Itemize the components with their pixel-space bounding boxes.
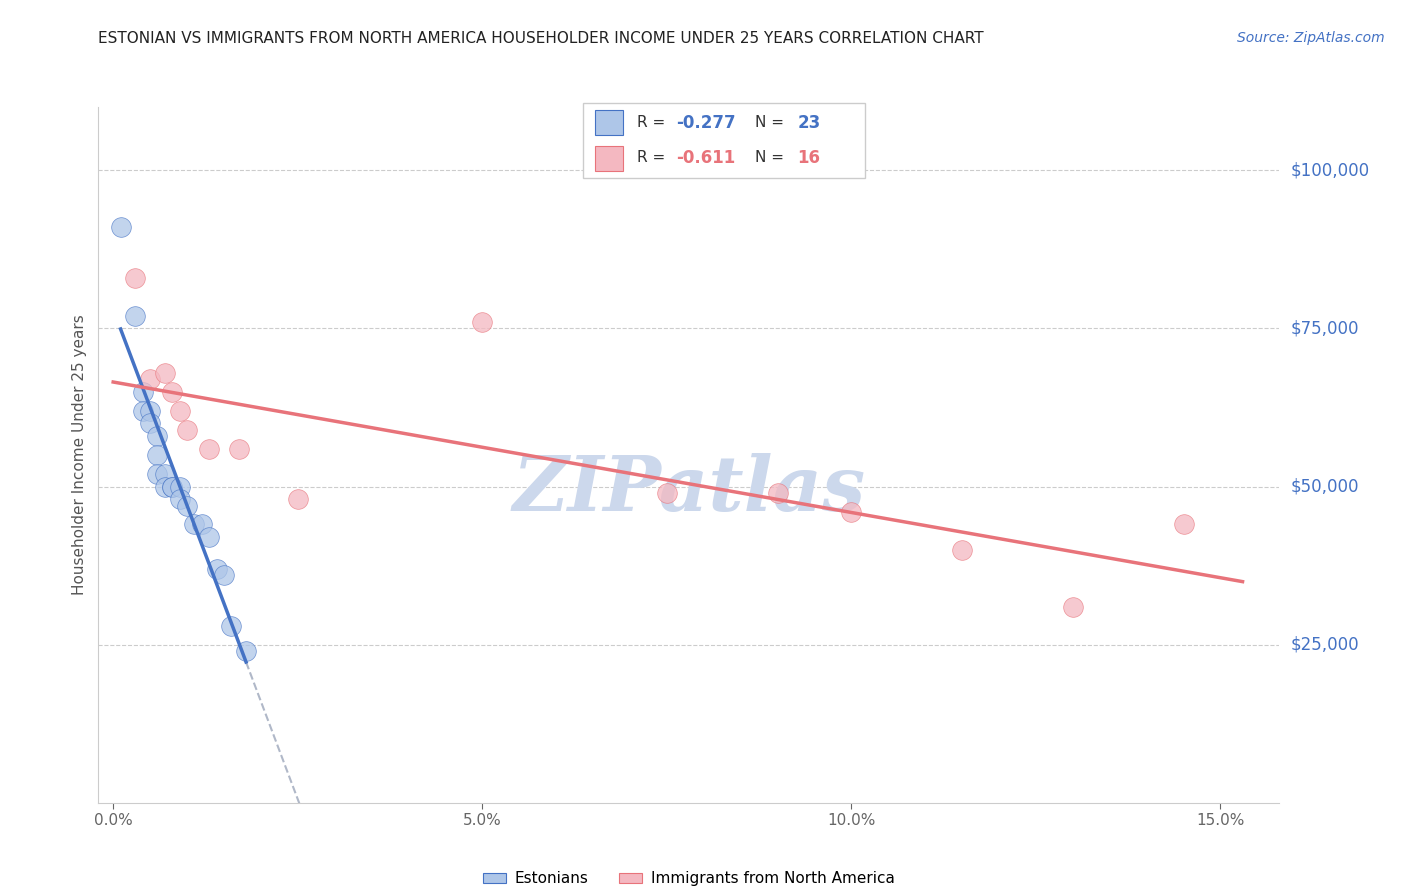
Point bbox=[139, 403, 162, 417]
Point bbox=[950, 542, 973, 557]
Point bbox=[176, 499, 198, 513]
Point bbox=[228, 442, 250, 456]
Point bbox=[153, 467, 176, 481]
Text: R =: R = bbox=[637, 115, 671, 130]
Y-axis label: Householder Income Under 25 years: Householder Income Under 25 years bbox=[72, 315, 87, 595]
Point bbox=[153, 366, 176, 380]
Text: -0.277: -0.277 bbox=[676, 113, 735, 132]
Text: $50,000: $50,000 bbox=[1291, 477, 1360, 496]
Point bbox=[1062, 599, 1084, 614]
Text: N =: N = bbox=[755, 115, 789, 130]
Text: N =: N = bbox=[755, 150, 789, 165]
Point bbox=[219, 618, 242, 632]
Text: Source: ZipAtlas.com: Source: ZipAtlas.com bbox=[1237, 31, 1385, 45]
Point bbox=[169, 492, 191, 507]
Point bbox=[146, 467, 169, 481]
Point bbox=[766, 486, 789, 500]
Point bbox=[110, 220, 132, 235]
Point bbox=[169, 479, 191, 493]
Text: 23: 23 bbox=[797, 113, 821, 132]
Point bbox=[655, 486, 678, 500]
Point bbox=[132, 403, 155, 417]
Point bbox=[132, 384, 155, 399]
Point bbox=[839, 505, 862, 519]
Point bbox=[1173, 517, 1195, 532]
Point bbox=[471, 315, 494, 329]
Point bbox=[146, 448, 169, 462]
Point bbox=[287, 492, 309, 507]
Point bbox=[162, 384, 183, 399]
Text: -0.611: -0.611 bbox=[676, 149, 735, 167]
Text: ESTONIAN VS IMMIGRANTS FROM NORTH AMERICA HOUSEHOLDER INCOME UNDER 25 YEARS CORR: ESTONIAN VS IMMIGRANTS FROM NORTH AMERIC… bbox=[98, 31, 984, 46]
Bar bbox=[595, 111, 623, 136]
Text: 16: 16 bbox=[797, 149, 820, 167]
Point bbox=[212, 568, 235, 582]
Point bbox=[153, 479, 176, 493]
Point bbox=[162, 479, 183, 493]
Bar bbox=[595, 145, 623, 171]
Point bbox=[124, 270, 146, 285]
Point bbox=[139, 372, 162, 386]
Text: $75,000: $75,000 bbox=[1291, 319, 1360, 337]
Point bbox=[146, 429, 169, 443]
Point bbox=[139, 417, 162, 431]
Text: ZIPatlas: ZIPatlas bbox=[512, 453, 866, 526]
Legend: Estonians, Immigrants from North America: Estonians, Immigrants from North America bbox=[477, 865, 901, 892]
Point bbox=[205, 562, 228, 576]
Text: R =: R = bbox=[637, 150, 675, 165]
FancyBboxPatch shape bbox=[583, 103, 865, 178]
Text: $100,000: $100,000 bbox=[1291, 161, 1369, 179]
Point bbox=[235, 644, 257, 658]
Point bbox=[198, 530, 221, 544]
Point bbox=[191, 517, 214, 532]
Text: $25,000: $25,000 bbox=[1291, 636, 1360, 654]
Point bbox=[176, 423, 198, 437]
Point bbox=[124, 309, 146, 323]
Point bbox=[162, 479, 183, 493]
Point bbox=[183, 517, 205, 532]
Point bbox=[169, 403, 191, 417]
Point bbox=[198, 442, 221, 456]
